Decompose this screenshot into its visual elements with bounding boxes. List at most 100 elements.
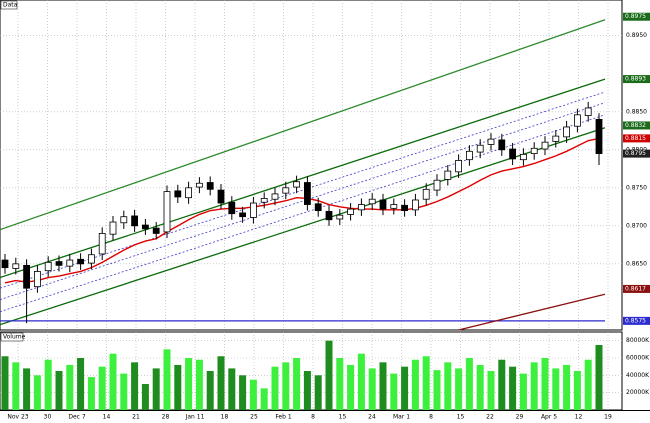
candle-body	[195, 182, 203, 188]
title-box	[0, 0, 18, 10]
x-tick-label: Apr 5	[541, 414, 557, 421]
candle-body	[541, 141, 549, 150]
x-tick-label: 15	[339, 414, 347, 421]
volume-bar	[584, 359, 592, 410]
channel-line	[0, 127, 606, 326]
price-marker	[623, 149, 650, 158]
candle-body	[88, 254, 95, 264]
candle-body	[217, 189, 225, 204]
candle-body	[530, 147, 538, 154]
channel-line	[458, 293, 606, 331]
candle-body	[347, 208, 355, 215]
candle-body	[520, 153, 527, 161]
price-marker-label: 0.8975	[625, 13, 646, 20]
volume-bar	[379, 362, 387, 410]
candle-body	[552, 135, 560, 142]
volume-bar	[163, 349, 171, 410]
volume-bar	[411, 359, 419, 410]
price-marker	[623, 12, 650, 21]
volume-tick-label: 60000K	[626, 355, 650, 362]
x-tick-label: 14	[103, 414, 111, 421]
x-tick-label: Mar 1	[393, 414, 410, 421]
candle-body	[336, 214, 344, 220]
y-tick-label: 0.8950	[626, 32, 647, 39]
candle-body	[379, 199, 387, 210]
candle-body	[34, 271, 41, 288]
price-marker-label: 0.8832	[625, 122, 646, 129]
x-tick-label: 30	[44, 414, 52, 421]
volume-bar	[109, 353, 117, 410]
volume-bar	[217, 356, 225, 410]
candle-body	[109, 221, 117, 235]
volume-bar	[476, 364, 484, 410]
volume-bar	[77, 358, 85, 410]
volume-bar	[44, 359, 52, 410]
volume-bar	[195, 359, 203, 410]
candle-body	[476, 144, 484, 153]
volume-bar	[1, 356, 9, 410]
candle-body	[12, 263, 20, 269]
volume-bar	[444, 362, 452, 410]
candle-body	[249, 202, 257, 218]
volume-bar	[33, 375, 41, 410]
volume-bar	[433, 370, 441, 410]
x-tick-label: 25	[250, 414, 258, 421]
volume-bar	[455, 368, 463, 410]
candle-body	[314, 203, 322, 212]
candle-body	[55, 261, 63, 266]
x-tick-label: 29	[516, 414, 524, 421]
candle-body	[66, 259, 74, 267]
x-tick-label: Jan 11	[185, 414, 205, 421]
volume-bar	[422, 356, 430, 410]
price-panel	[0, 0, 623, 331]
volume-bar	[498, 359, 506, 410]
candle-body	[206, 182, 214, 190]
candle-body	[185, 187, 193, 199]
candle-body	[595, 118, 603, 154]
volume-bar	[87, 377, 95, 410]
x-tick-label: Nov 23	[7, 414, 28, 421]
candle-body	[77, 258, 84, 265]
candle-body	[282, 187, 290, 194]
volume-bar	[401, 366, 409, 410]
volume-bar	[357, 353, 365, 410]
candle-body	[444, 170, 452, 180]
price-marker-label: 0.8815	[625, 135, 646, 142]
candle-body	[98, 233, 106, 255]
price-marker-label: 0.8617	[625, 285, 646, 292]
candle-body	[163, 191, 171, 233]
price-marker	[623, 316, 650, 325]
volume-bar	[120, 373, 128, 410]
x-tick-label: Feb 1	[275, 414, 292, 421]
candle-body	[498, 139, 506, 151]
moving-average	[4, 137, 600, 284]
y-tick-label: 0.8700	[626, 222, 647, 229]
candle-body	[584, 107, 592, 116]
price-marker-label: 0.8795	[625, 150, 646, 157]
candle-body	[271, 193, 279, 200]
volume-bar	[347, 364, 355, 410]
x-tick-label: 15	[457, 414, 465, 421]
candle-body	[357, 204, 365, 211]
x-tick-label: 19	[604, 414, 612, 421]
price-marker	[623, 75, 650, 84]
candle-body	[411, 199, 419, 211]
candle-body	[390, 204, 398, 209]
volume-bar	[55, 371, 63, 410]
candle-body	[120, 216, 128, 224]
candle-body	[325, 210, 333, 221]
x-tick-label: 24	[368, 414, 376, 421]
price-marker	[623, 284, 650, 293]
volume-bar	[66, 364, 74, 410]
volume-bar	[239, 375, 247, 410]
volume-bar	[282, 362, 290, 410]
volume-bar	[293, 358, 301, 410]
y-tick-label: 0.8750	[626, 184, 647, 191]
chart-title: Data	[3, 2, 18, 9]
volume-bar	[23, 368, 31, 410]
candle-body	[422, 188, 430, 200]
volume-bar	[185, 358, 193, 410]
candle-body	[239, 212, 247, 218]
y-tick-label: 0.8650	[626, 260, 647, 267]
